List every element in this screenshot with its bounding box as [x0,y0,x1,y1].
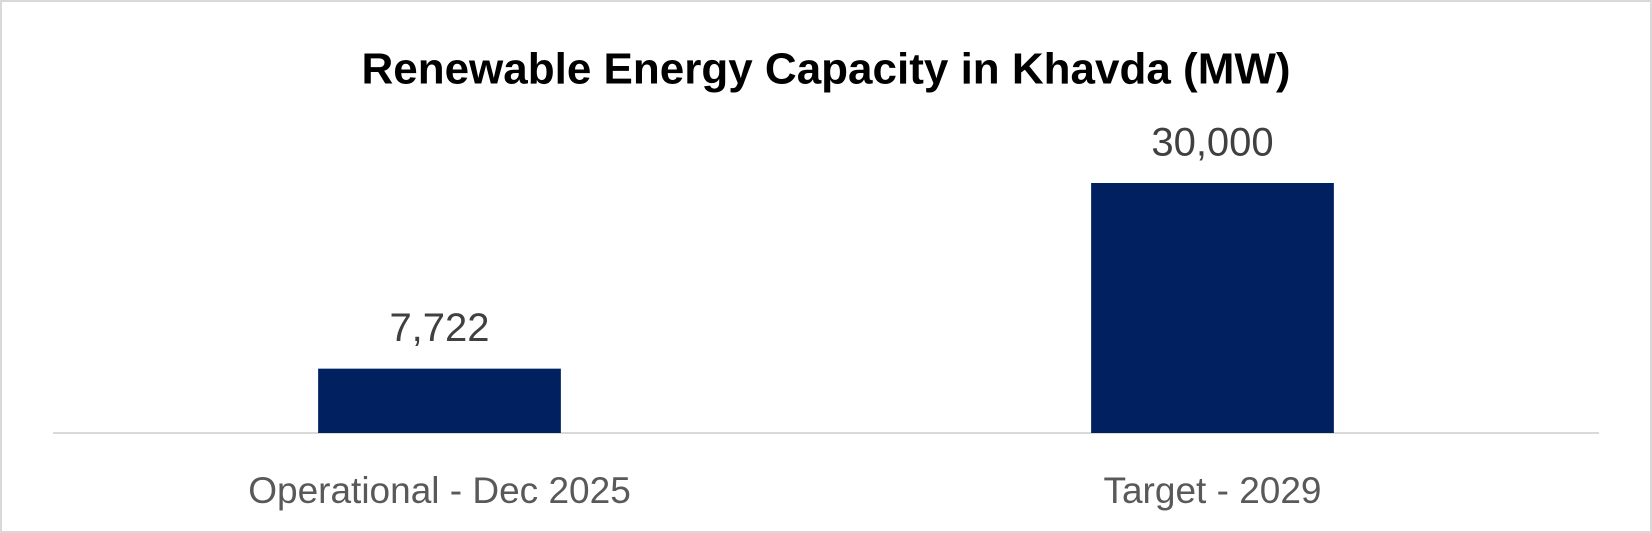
chart-title: Renewable Energy Capacity in Khavda (MW) [361,45,1290,94]
x-tick-label: Operational - Dec 2025 [248,470,631,511]
x-tick-label: Target - 2029 [1103,470,1321,511]
bar [1091,183,1334,433]
value-label: 7,722 [389,306,489,350]
bar [318,368,561,433]
value-label: 30,000 [1151,121,1273,165]
